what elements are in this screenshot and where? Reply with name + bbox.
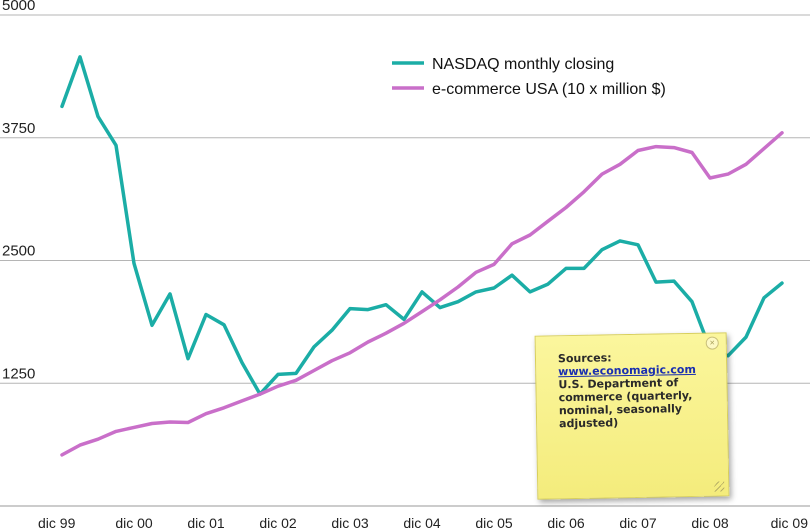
x-tick-label: dic 03	[331, 515, 369, 531]
x-tick-label: dic 06	[547, 515, 585, 531]
close-icon[interactable]: ×	[705, 336, 719, 350]
y-tick-label: 3750	[2, 120, 35, 137]
y-tick-label: 2500	[2, 243, 35, 260]
x-tick-label: dic 99	[38, 515, 76, 531]
resize-grip-icon[interactable]	[714, 481, 725, 492]
legend-label-nasdaq: NASDAQ monthly closing	[432, 56, 614, 73]
series-lines	[60, 55, 784, 457]
legend: NASDAQ monthly closing e-commerce USA (1…	[392, 56, 666, 98]
x-tick-label: dic 01	[187, 515, 225, 531]
note-line: adjusted)	[559, 416, 619, 431]
y-axis-ticks: 1250 2500 3750 5000	[2, 0, 35, 382]
series-line-nasdaq	[60, 55, 784, 396]
y-tick-label: 1250	[2, 365, 35, 382]
legend-label-ecommerce: e-commerce USA (10 x million $)	[432, 81, 666, 98]
x-tick-label: dic 00	[115, 515, 153, 531]
x-tick-label: dic 05	[475, 515, 513, 531]
x-axis-ticks: dic 99 dic 00 dic 01 dic 02 dic 03 dic 04 dic …	[38, 515, 808, 531]
grid-lines	[0, 14, 810, 384]
series-line-ecommerce	[60, 131, 784, 457]
note-text: Sources: www.economagic.com U.S. Departm…	[558, 349, 719, 430]
x-tick-label: dic 04	[403, 515, 441, 531]
y-tick-label: 5000	[2, 0, 35, 14]
x-tick-label: dic 09	[771, 515, 809, 531]
x-tick-label: dic 02	[259, 515, 297, 531]
x-tick-label: dic 08	[691, 515, 729, 531]
sticky-note[interactable]: × Sources: www.economagic.com U.S. Depar…	[534, 332, 730, 500]
x-tick-label: dic 07	[619, 515, 657, 531]
